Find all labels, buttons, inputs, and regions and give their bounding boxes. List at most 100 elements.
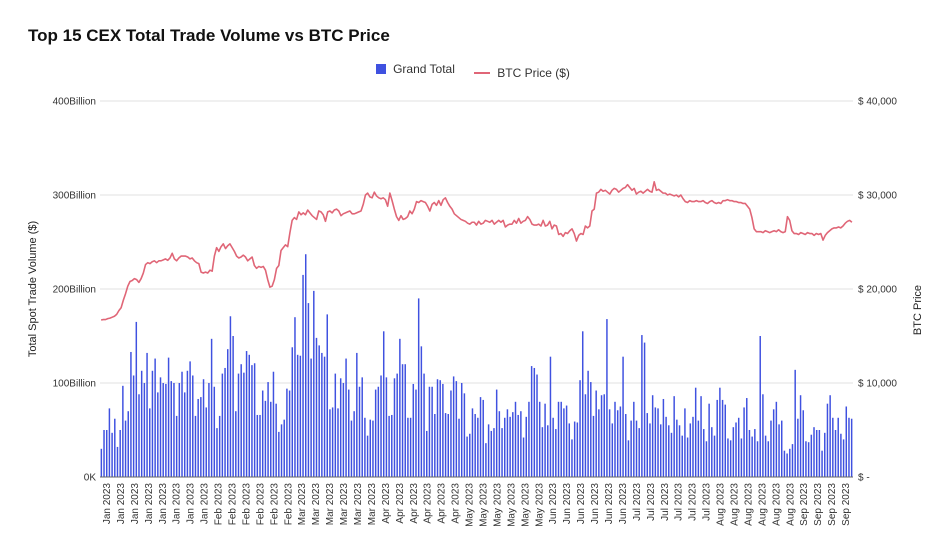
bar[interactable]	[716, 399, 718, 477]
bar[interactable]	[259, 414, 261, 477]
bar[interactable]	[501, 428, 503, 477]
bar[interactable]	[538, 401, 541, 477]
bar[interactable]	[253, 363, 256, 477]
bar[interactable]	[845, 406, 848, 478]
bar[interactable]	[235, 411, 237, 477]
bar[interactable]	[256, 414, 259, 477]
bar[interactable]	[762, 394, 764, 477]
bar[interactable]	[237, 373, 240, 477]
bar[interactable]	[331, 407, 334, 477]
bar[interactable]	[694, 387, 697, 477]
bar[interactable]	[396, 373, 398, 477]
bar[interactable]	[439, 380, 441, 477]
bar[interactable]	[479, 397, 482, 477]
bar[interactable]	[399, 338, 401, 477]
bar[interactable]	[127, 411, 129, 477]
bar[interactable]	[549, 356, 552, 477]
bar[interactable]	[630, 420, 632, 477]
bar[interactable]	[315, 337, 318, 477]
bar[interactable]	[533, 367, 536, 477]
bar[interactable]	[444, 413, 447, 477]
bar[interactable]	[815, 430, 818, 477]
bar[interactable]	[270, 401, 272, 477]
bar[interactable]	[261, 390, 264, 477]
bar[interactable]	[286, 388, 288, 477]
bar[interactable]	[369, 419, 372, 477]
bar[interactable]	[326, 314, 328, 477]
bar[interactable]	[382, 331, 385, 477]
bar[interactable]	[485, 443, 487, 477]
bar[interactable]	[504, 417, 506, 477]
bar[interactable]	[579, 380, 581, 477]
bar[interactable]	[310, 358, 312, 477]
bar[interactable]	[337, 408, 339, 477]
bar[interactable]	[791, 444, 794, 477]
bar[interactable]	[466, 436, 468, 477]
bar[interactable]	[159, 377, 162, 477]
bar[interactable]	[530, 366, 533, 477]
bar[interactable]	[173, 383, 175, 477]
legend-item-btc-price[interactable]: BTC Price ($)	[474, 66, 570, 80]
bar[interactable]	[705, 441, 708, 477]
bar[interactable]	[775, 401, 778, 477]
bar[interactable]	[794, 369, 796, 477]
btc-price-line[interactable]	[100, 181, 853, 321]
bar[interactable]	[318, 345, 320, 477]
bar[interactable]	[200, 397, 202, 477]
bar[interactable]	[197, 398, 199, 477]
bar[interactable]	[732, 427, 735, 477]
bar[interactable]	[426, 430, 428, 477]
bar[interactable]	[536, 374, 538, 477]
bar[interactable]	[789, 448, 791, 477]
bar[interactable]	[417, 298, 420, 477]
bar[interactable]	[143, 383, 146, 477]
bar[interactable]	[711, 427, 713, 477]
bar[interactable]	[334, 373, 337, 477]
bar[interactable]	[681, 435, 683, 477]
bar[interactable]	[372, 420, 374, 477]
bar[interactable]	[108, 408, 111, 477]
bar[interactable]	[560, 401, 562, 477]
bar[interactable]	[240, 364, 242, 477]
bar[interactable]	[313, 290, 315, 477]
bar[interactable]	[350, 420, 353, 477]
bar[interactable]	[770, 420, 772, 477]
bar[interactable]	[673, 396, 675, 477]
bar[interactable]	[606, 319, 608, 477]
bar[interactable]	[428, 386, 431, 477]
bar[interactable]	[401, 364, 404, 477]
bar[interactable]	[345, 358, 347, 477]
bar[interactable]	[149, 408, 151, 477]
bar[interactable]	[455, 381, 458, 477]
bar[interactable]	[729, 440, 732, 477]
bar[interactable]	[420, 346, 423, 477]
bar[interactable]	[229, 316, 232, 477]
bar[interactable]	[541, 427, 544, 477]
bar[interactable]	[423, 373, 425, 477]
bar[interactable]	[442, 383, 444, 477]
bar[interactable]	[657, 408, 659, 477]
bar[interactable]	[802, 410, 804, 477]
bar[interactable]	[323, 356, 326, 477]
bar[interactable]	[288, 390, 291, 477]
bar[interactable]	[754, 429, 756, 477]
bar[interactable]	[221, 373, 224, 477]
bar[interactable]	[840, 433, 842, 477]
bar[interactable]	[525, 416, 527, 477]
bar[interactable]	[116, 446, 119, 477]
bar[interactable]	[469, 433, 471, 477]
bar[interactable]	[151, 370, 154, 477]
bar[interactable]	[544, 403, 546, 477]
bar[interactable]	[458, 418, 460, 477]
bar[interactable]	[245, 351, 248, 477]
bar[interactable]	[186, 370, 189, 477]
bar[interactable]	[555, 429, 557, 477]
bar[interactable]	[210, 338, 213, 477]
bar[interactable]	[764, 435, 767, 477]
bar[interactable]	[646, 413, 649, 477]
bar[interactable]	[514, 401, 517, 477]
bar[interactable]	[600, 395, 603, 477]
bar[interactable]	[724, 404, 726, 477]
bar[interactable]	[482, 399, 484, 477]
bar[interactable]	[818, 430, 821, 477]
